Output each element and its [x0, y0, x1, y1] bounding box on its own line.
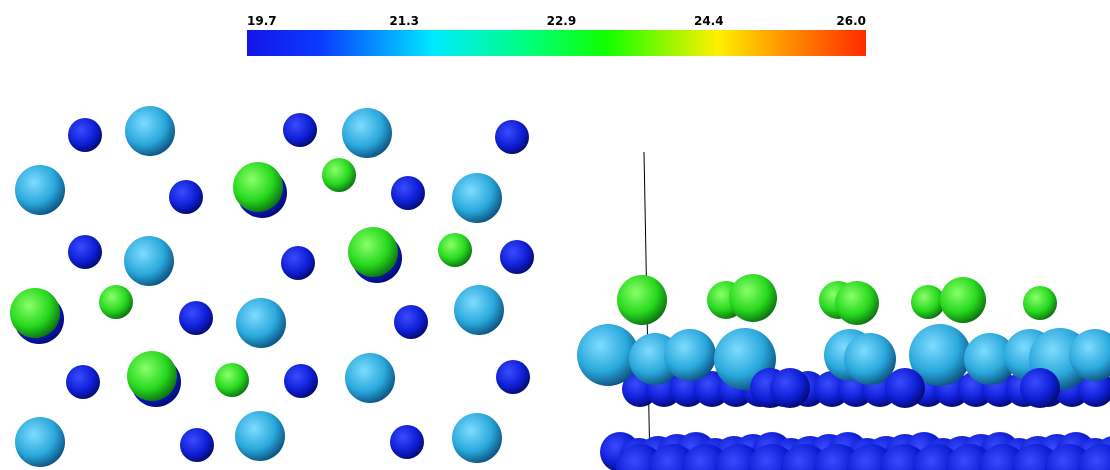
sphere [664, 329, 716, 381]
sphere [15, 165, 65, 215]
sphere [180, 428, 214, 462]
sphere [454, 285, 504, 335]
colorbar-tick-label: 22.9 [547, 14, 577, 28]
sphere [68, 235, 102, 269]
sphere [452, 173, 502, 223]
sphere [179, 301, 213, 335]
sphere [1020, 368, 1060, 408]
spheres [10, 106, 1110, 470]
sphere [909, 324, 971, 386]
colorbar-tick-label: 19.7 [247, 14, 277, 28]
sphere [169, 180, 203, 214]
sphere [496, 360, 530, 394]
sphere [770, 368, 810, 408]
sphere [391, 176, 425, 210]
sphere [236, 298, 286, 348]
sphere [1069, 329, 1110, 381]
sphere [940, 277, 986, 323]
colorbar-tick-label: 24.4 [694, 14, 724, 28]
sphere [283, 113, 317, 147]
sphere [911, 285, 945, 319]
sphere [125, 106, 175, 156]
sphere [729, 274, 777, 322]
sphere [495, 120, 529, 154]
sphere [345, 353, 395, 403]
sphere [844, 333, 896, 385]
sphere [617, 275, 667, 325]
sphere [394, 305, 428, 339]
sphere [835, 281, 879, 325]
sphere [281, 246, 315, 280]
sphere [342, 108, 392, 158]
colorbar-tick-label: 21.3 [389, 14, 419, 28]
sphere [124, 236, 174, 286]
sphere [235, 411, 285, 461]
sphere [500, 240, 534, 274]
sphere [452, 413, 502, 463]
sphere [215, 363, 249, 397]
sphere [964, 333, 1016, 385]
colorbar [247, 30, 866, 56]
sphere [284, 364, 318, 398]
sphere [390, 425, 424, 459]
sphere [127, 351, 177, 401]
sphere [15, 417, 65, 467]
sphere [348, 227, 398, 277]
sphere [438, 233, 472, 267]
sphere [1078, 444, 1110, 470]
sphere [66, 365, 100, 399]
sphere [10, 288, 60, 338]
colorbar-tick-label: 26.0 [836, 14, 866, 28]
sphere [99, 285, 133, 319]
sphere [577, 324, 639, 386]
sphere [885, 368, 925, 408]
sphere [1023, 286, 1057, 320]
sphere [322, 158, 356, 192]
sphere [68, 118, 102, 152]
sphere [233, 162, 283, 212]
